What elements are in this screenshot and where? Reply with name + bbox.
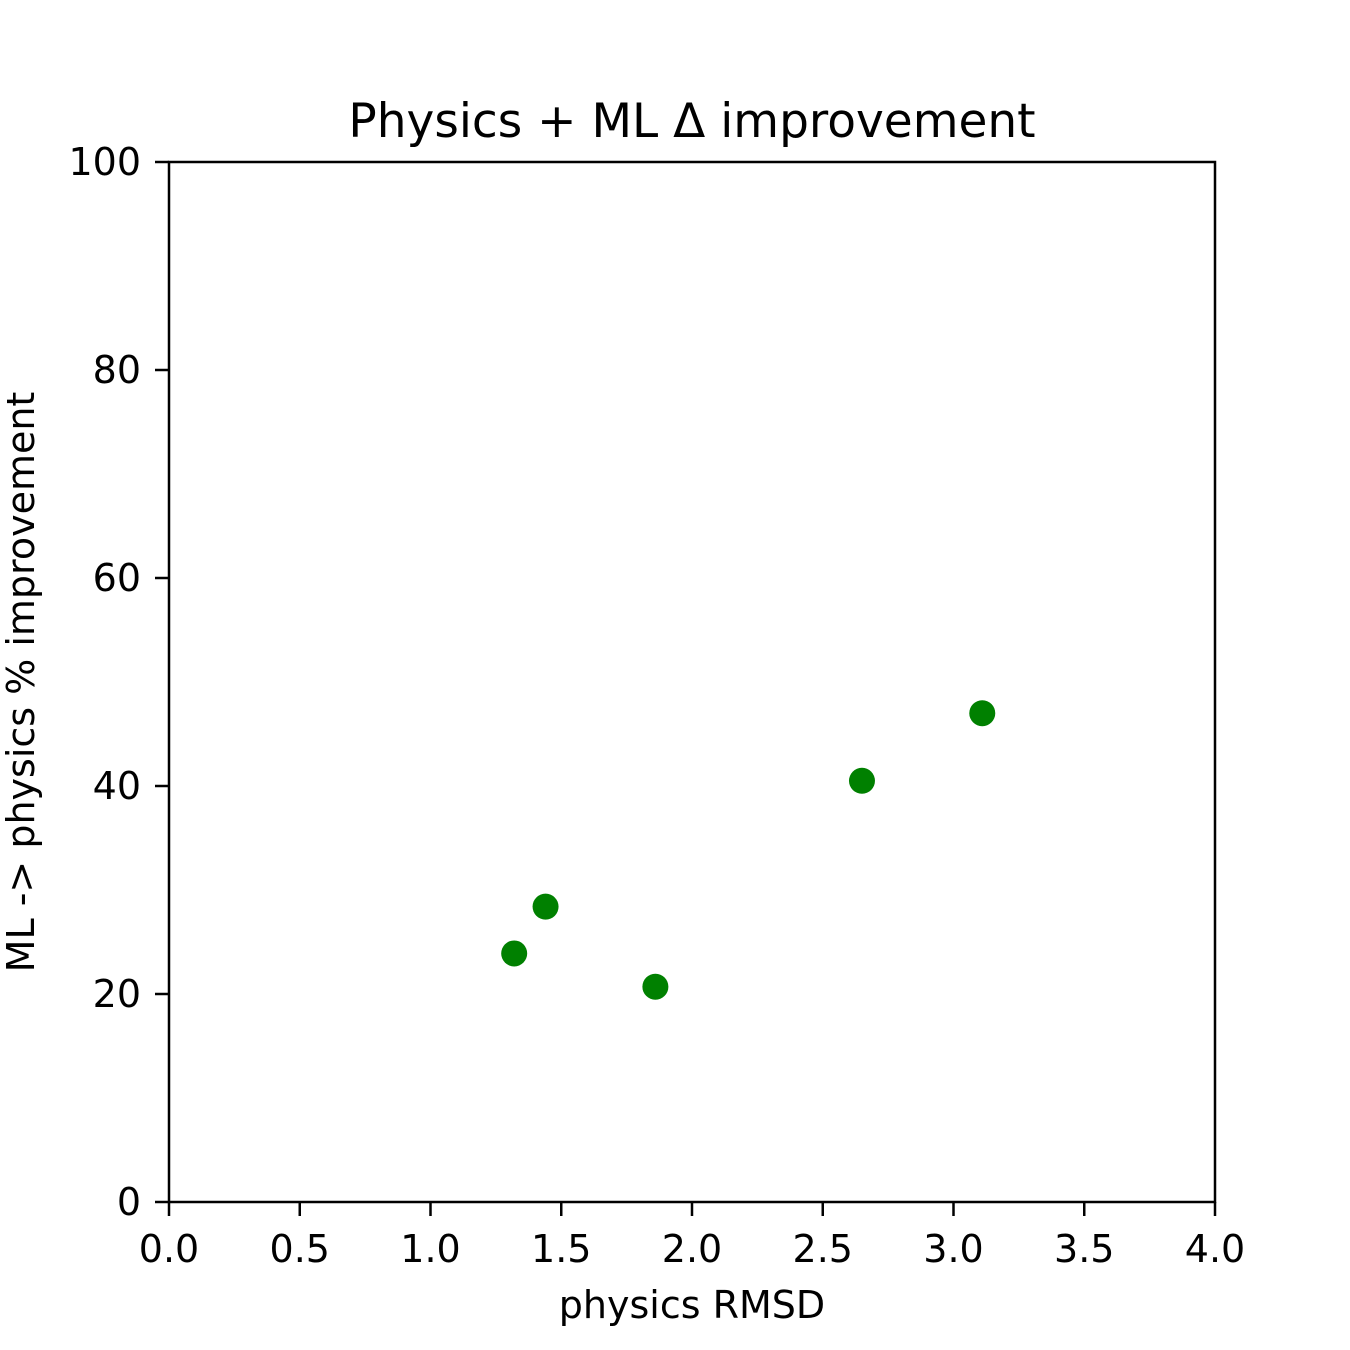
y-tick-label: 100	[68, 140, 141, 184]
x-tick-label: 1.5	[531, 1227, 591, 1271]
x-tick-label: 3.0	[923, 1227, 983, 1271]
x-axis: 0.0 0.5 1.0 1.5 2.0 2.5 3.0 3.5 4.0	[139, 1202, 1245, 1271]
y-axis-label: ML -> physics % improvement	[0, 392, 43, 973]
y-tick-label: 0	[117, 1180, 141, 1224]
data-point	[532, 893, 559, 920]
chart-title: Physics + ML Δ improvement	[348, 94, 1035, 149]
x-tick-label: 4.0	[1185, 1227, 1245, 1271]
x-tick-label: 1.0	[400, 1227, 460, 1271]
plot-area	[167, 160, 1217, 1204]
y-axis: 0 20 40 60 80 100	[68, 140, 169, 1224]
x-tick-label: 0.0	[139, 1227, 199, 1271]
x-tick-label: 0.5	[270, 1227, 330, 1271]
x-tick-label: 3.5	[1054, 1227, 1114, 1271]
x-tick-label: 2.0	[662, 1227, 722, 1271]
data-point	[848, 767, 875, 794]
x-tick-label: 2.5	[793, 1227, 853, 1271]
y-tick-label: 40	[93, 764, 141, 808]
data-point	[642, 973, 669, 1000]
x-axis-label: physics RMSD	[559, 1283, 825, 1327]
data-point	[501, 940, 528, 967]
y-tick-label: 60	[93, 556, 141, 600]
y-tick-label: 80	[93, 348, 141, 392]
data-point	[969, 700, 996, 727]
data-points	[501, 700, 996, 1000]
plot-frame	[167, 160, 1217, 1204]
y-tick-label: 20	[93, 972, 141, 1016]
